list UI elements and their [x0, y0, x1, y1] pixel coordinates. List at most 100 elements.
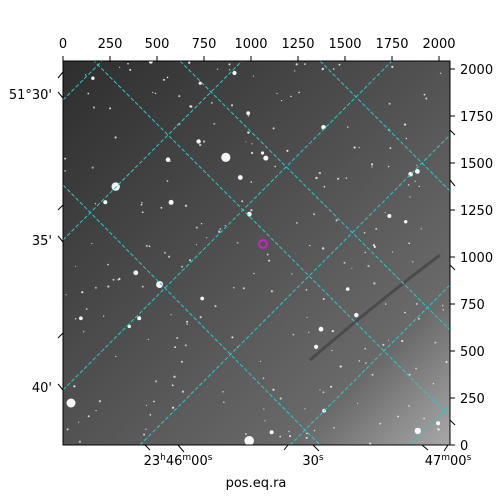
star — [304, 63, 306, 65]
star — [180, 360, 183, 363]
star — [236, 242, 239, 244]
star — [309, 244, 311, 247]
star — [289, 435, 291, 438]
star — [372, 244, 375, 247]
star — [107, 263, 109, 266]
star — [171, 384, 174, 387]
grid-line — [289, 284, 450, 445]
star — [354, 312, 359, 318]
star — [171, 406, 175, 409]
star — [371, 373, 374, 376]
star — [292, 333, 295, 336]
star — [202, 140, 206, 143]
star — [245, 433, 247, 435]
star — [148, 61, 153, 64]
star — [345, 287, 350, 291]
star — [263, 408, 265, 410]
star — [148, 245, 151, 248]
star — [321, 247, 325, 250]
star — [364, 251, 367, 254]
star — [218, 230, 221, 233]
star — [331, 330, 334, 333]
star — [353, 146, 356, 149]
star — [64, 170, 66, 172]
star — [411, 261, 414, 263]
star — [251, 151, 254, 155]
star — [442, 309, 444, 311]
star — [388, 339, 390, 341]
grid-line — [63, 61, 393, 391]
grid-line — [319, 61, 450, 192]
star — [391, 251, 394, 253]
star — [415, 303, 418, 305]
star — [228, 63, 231, 66]
star — [152, 91, 154, 94]
star — [262, 377, 265, 380]
top-tick-label: 1500 — [328, 37, 361, 52]
star — [137, 316, 142, 321]
star — [415, 169, 420, 174]
star — [305, 288, 308, 291]
star — [305, 432, 308, 435]
star — [339, 365, 342, 368]
star — [260, 151, 265, 155]
target-marker — [258, 239, 268, 249]
star — [295, 63, 298, 66]
axis-tick — [144, 444, 151, 451]
star — [331, 349, 333, 352]
star — [293, 70, 296, 72]
star-field — [64, 61, 448, 445]
star — [241, 200, 244, 203]
x-axis-title: pos.eq.ra — [226, 476, 287, 491]
star — [169, 160, 171, 162]
star — [245, 141, 247, 143]
star — [189, 105, 192, 108]
star — [242, 287, 245, 290]
star — [351, 267, 353, 269]
star — [358, 360, 361, 362]
star — [388, 102, 391, 105]
top-tick-label: 250 — [98, 37, 123, 52]
star — [127, 324, 131, 329]
star — [79, 316, 83, 321]
star — [200, 296, 205, 301]
star — [369, 442, 372, 445]
axis-tick — [57, 235, 64, 243]
star — [91, 242, 93, 245]
star — [231, 336, 234, 339]
star — [313, 429, 316, 432]
star — [84, 74, 87, 76]
star — [306, 316, 308, 319]
star — [174, 346, 177, 349]
right-tick-label: 250 — [460, 392, 485, 407]
star — [223, 401, 225, 403]
star — [145, 428, 147, 430]
star — [98, 400, 102, 403]
star — [263, 155, 269, 161]
star — [73, 385, 76, 388]
star — [298, 91, 300, 94]
star — [405, 137, 407, 140]
star — [186, 323, 188, 325]
coordinate-grid — [63, 61, 450, 445]
star — [371, 163, 374, 166]
star — [279, 435, 282, 438]
star — [206, 237, 208, 239]
star — [391, 65, 394, 68]
star — [188, 61, 191, 64]
star — [314, 344, 319, 349]
star — [347, 126, 349, 128]
axis-tick — [57, 91, 64, 99]
star — [403, 123, 407, 126]
axis-tick — [57, 383, 64, 391]
star — [437, 428, 440, 431]
star — [305, 436, 308, 439]
star — [147, 338, 149, 340]
right-tick-label: 500 — [460, 345, 485, 360]
star — [373, 245, 376, 248]
star — [385, 303, 387, 305]
star — [333, 426, 335, 429]
star — [78, 421, 80, 423]
star — [387, 214, 392, 218]
grid-line — [93, 61, 450, 418]
